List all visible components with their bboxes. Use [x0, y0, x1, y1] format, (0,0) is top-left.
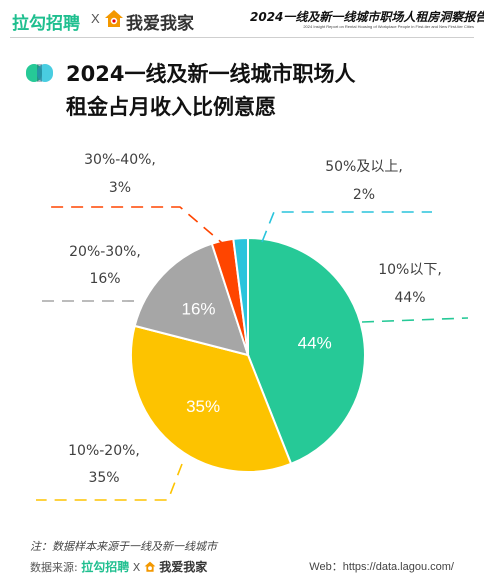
report-title: 2024一线及新一线城市职场人租房洞察报告: [250, 10, 484, 24]
pie-slices: [130, 236, 366, 473]
source-woaiwojia: 我爱我家: [159, 560, 208, 574]
title-badge-icon: [26, 64, 53, 82]
report-subtitle: 2024 Insight Report on Rental Housing of…: [303, 24, 474, 29]
outer-label-value-4: 3%: [109, 180, 131, 196]
pie-slice-1: [247, 236, 366, 466]
website-url[interactable]: Web：https://data.lagou.com/: [309, 561, 454, 573]
woaiwojia-house-icon: [144, 561, 156, 572]
pie-leader-lines: [36, 206, 469, 501]
pie-inner-labels: 44% 35% 16%: [181, 300, 331, 416]
leader-line-2: [36, 463, 183, 501]
leader-line-1: [361, 317, 469, 323]
outer-label-category-3: 20%-30%,: [69, 244, 141, 260]
pie-outer-labels: 10%以下, 44% 10%-20%, 35% 20%-30%, 16% 30%-40%, 3…: [68, 152, 442, 486]
chart-title: 2024一线及新一线城市职场人 租金占月收入比例意愿: [66, 58, 355, 124]
pie-slice-2: [130, 324, 293, 473]
brand-separator: X: [91, 11, 100, 26]
source-separator: X: [132, 561, 141, 574]
outer-label-category-2: 10%-20%,: [68, 443, 140, 459]
source-lagou: 拉勾招聘: [81, 560, 130, 574]
source-prefix: 数据来源:: [30, 561, 78, 574]
woaiwojia-logo: 我爱我家: [126, 14, 194, 34]
outer-label-category-5: 50%及以上,: [325, 159, 403, 175]
outer-label-value-1: 44%: [394, 290, 425, 306]
outer-label-value-5: 2%: [353, 187, 375, 203]
woaiwojia-house-icon: [105, 10, 123, 27]
pie-slice-5: [232, 236, 249, 356]
pie-slice-3: [133, 242, 250, 357]
outer-label-category-4: 30%-40%,: [84, 152, 156, 168]
chart-title-line-1: 2024一线及新一线城市职场人: [66, 62, 356, 86]
pie-inner-label-3: 16%: [181, 300, 215, 319]
pie-inner-label-1: 44%: [298, 333, 332, 352]
header-divider: [10, 37, 474, 38]
data-source: 数据来源: 拉勾招聘 X 我爱我家: [30, 558, 207, 575]
pie-inner-label-2: 35%: [186, 397, 220, 416]
data-note: 注：数据样本来源于一线及新一线城市: [30, 540, 217, 553]
leader-line-5: [261, 211, 432, 243]
outer-label-category-1: 10%以下,: [378, 262, 442, 278]
leader-line-4: [50, 206, 229, 249]
outer-label-value-3: 16%: [89, 271, 120, 287]
outer-label-value-2: 35%: [88, 470, 119, 486]
lagou-logo: 拉勾招聘: [12, 14, 80, 34]
report-header: 拉勾招聘 X 我爱我家 2024一线及新一线城市职场人租房洞察报告 2024 I…: [0, 0, 484, 38]
chart-title-line-2: 租金占月收入比例意愿: [66, 95, 276, 119]
